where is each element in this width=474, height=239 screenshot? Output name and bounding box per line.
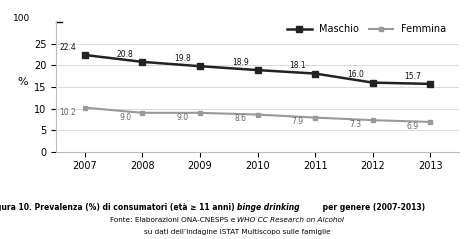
- Text: 7.9: 7.9: [292, 118, 304, 126]
- Text: 8.6: 8.6: [234, 114, 246, 124]
- Text: 100: 100: [13, 14, 30, 23]
- Text: Figura 10. Prevalenza (%) di consumatori (età ≥ 11 anni): Figura 10. Prevalenza (%) di consumatori…: [0, 203, 237, 212]
- Text: su dati dell’Indagine ISTAT Multiscopo sulle famiglie: su dati dell’Indagine ISTAT Multiscopo s…: [144, 229, 330, 235]
- Text: 22.4: 22.4: [59, 43, 76, 52]
- Text: 10.2: 10.2: [59, 108, 76, 117]
- Text: Fonte: Elaborazioni ONA-CNESPS e: Fonte: Elaborazioni ONA-CNESPS e: [109, 217, 237, 223]
- Text: 9.0: 9.0: [177, 113, 189, 122]
- Text: 7.3: 7.3: [349, 120, 362, 129]
- Text: 16.0: 16.0: [347, 71, 364, 79]
- Text: 15.7: 15.7: [404, 72, 421, 81]
- Text: WHO CC Research on Alcohol: WHO CC Research on Alcohol: [237, 217, 344, 223]
- Text: 18.1: 18.1: [290, 61, 306, 70]
- Text: 20.8: 20.8: [117, 50, 134, 59]
- Text: 6.9: 6.9: [407, 122, 419, 131]
- Text: 19.8: 19.8: [174, 54, 191, 63]
- Text: 9.0: 9.0: [119, 113, 131, 122]
- Text: 18.9: 18.9: [232, 58, 249, 67]
- Y-axis label: %: %: [18, 77, 28, 87]
- Legend: Maschio, Femmina: Maschio, Femmina: [283, 21, 450, 38]
- Text: per genere (2007-2013): per genere (2007-2013): [320, 203, 425, 212]
- Text: binge drinking: binge drinking: [237, 203, 300, 212]
